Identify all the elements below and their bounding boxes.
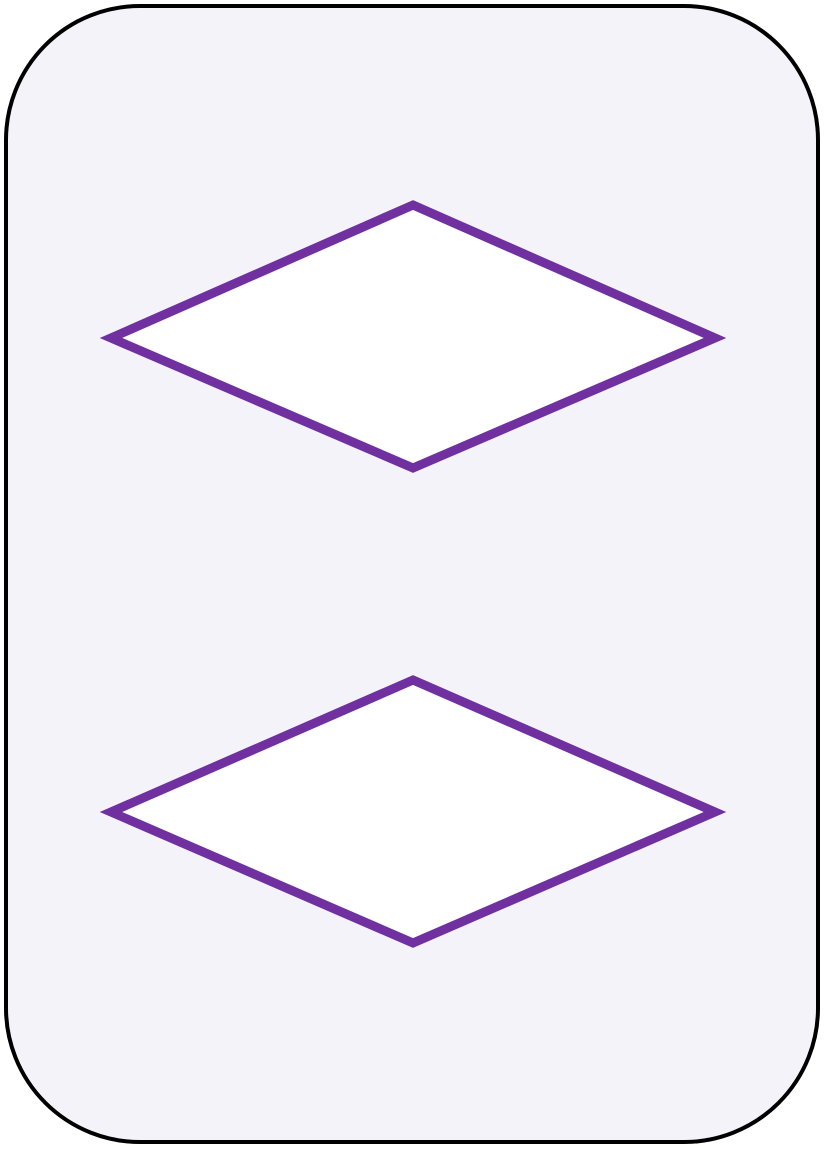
set-card[interactable] <box>4 4 820 1144</box>
diamond-symbol-2 <box>99 675 727 948</box>
diamond-symbol-1 <box>99 200 727 473</box>
